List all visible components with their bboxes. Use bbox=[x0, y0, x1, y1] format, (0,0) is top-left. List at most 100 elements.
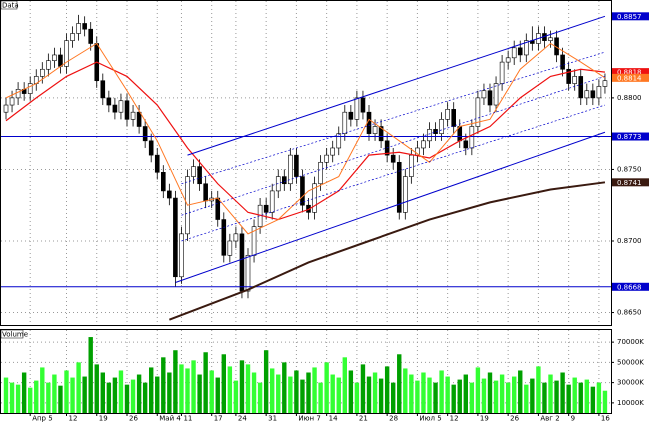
price-badge-label: 0.8773 bbox=[617, 133, 642, 141]
volume-bar bbox=[548, 374, 553, 413]
candle-body bbox=[288, 154, 293, 185]
candle-body bbox=[548, 37, 553, 41]
candle-body bbox=[70, 33, 75, 41]
y-tick-label: 10000K bbox=[617, 399, 644, 407]
candle-body bbox=[451, 109, 457, 127]
candle-body bbox=[58, 54, 63, 67]
candle-body bbox=[372, 126, 378, 134]
title-box bbox=[0, 329, 24, 339]
volume-pane bbox=[0, 329, 612, 414]
volume-bar bbox=[324, 362, 329, 413]
volume-bar bbox=[318, 382, 323, 413]
volume-bar bbox=[21, 372, 27, 413]
volume-bar bbox=[263, 350, 269, 413]
candle-body bbox=[481, 90, 487, 99]
candle-body bbox=[112, 104, 118, 113]
candle-body bbox=[88, 28, 93, 44]
candle-body bbox=[148, 140, 154, 156]
volume-bar bbox=[3, 377, 9, 413]
x-tick-label: 19 bbox=[99, 415, 108, 423]
volume-bar bbox=[590, 386, 596, 413]
x-tick-label: 19 bbox=[480, 415, 489, 423]
volume-bar bbox=[112, 377, 118, 413]
price-pane bbox=[0, 0, 612, 326]
candle-body bbox=[167, 190, 172, 199]
candle-body bbox=[475, 97, 481, 127]
chart-title: Data bbox=[2, 2, 19, 10]
title-box bbox=[0, 0, 18, 10]
candle-body bbox=[421, 140, 426, 149]
volume-bar bbox=[596, 382, 602, 413]
candle-body bbox=[360, 97, 366, 113]
candle-body bbox=[215, 197, 221, 220]
volume-bar bbox=[572, 377, 577, 413]
volume-bar bbox=[518, 370, 523, 413]
volume-bar bbox=[384, 366, 390, 413]
price-badge bbox=[612, 12, 649, 21]
candle-body bbox=[572, 76, 578, 84]
candle-body bbox=[197, 166, 202, 185]
price-badge bbox=[612, 68, 649, 77]
y-tick-label: 0.8650 bbox=[617, 309, 642, 317]
candle-body bbox=[52, 54, 57, 61]
volume-bar bbox=[602, 390, 608, 413]
candle-body bbox=[336, 133, 342, 149]
volume-bar bbox=[197, 374, 202, 413]
volume-bar bbox=[191, 360, 196, 413]
candle-body bbox=[27, 83, 33, 94]
volume-bar bbox=[58, 385, 63, 413]
x-tick-label: 14 bbox=[329, 415, 338, 423]
candle-body bbox=[227, 240, 233, 256]
volume-bar bbox=[88, 337, 93, 413]
volume-bar bbox=[530, 378, 535, 413]
x-tick-label: 26 bbox=[129, 415, 138, 423]
volume-bar bbox=[427, 377, 432, 413]
volume-bar bbox=[397, 354, 402, 413]
candle-body bbox=[445, 109, 450, 120]
volume-bar bbox=[142, 382, 148, 413]
price-badge-label: 0.8814 bbox=[617, 74, 642, 82]
candle-body bbox=[493, 83, 499, 106]
volume-bar bbox=[457, 379, 462, 413]
candle-body bbox=[203, 183, 208, 202]
candle-body bbox=[354, 97, 360, 120]
volume-bar bbox=[505, 382, 511, 413]
price-badge bbox=[612, 282, 649, 291]
volume-bar bbox=[245, 364, 251, 413]
x-tick-label: Авг 2 bbox=[540, 415, 559, 423]
y-tick-label: 30000K bbox=[617, 379, 644, 387]
indicator-line bbox=[168, 181, 606, 321]
volume-bar bbox=[360, 364, 366, 413]
volume-bar bbox=[554, 380, 559, 413]
price-badge bbox=[612, 73, 649, 82]
volume-bar bbox=[536, 366, 541, 413]
volume-bar bbox=[82, 376, 87, 413]
volume-bar bbox=[34, 380, 39, 413]
volume-bar bbox=[239, 360, 245, 413]
candle-body bbox=[324, 154, 329, 163]
candle-body bbox=[523, 40, 529, 56]
x-tick-label: 16 bbox=[601, 415, 610, 423]
volume-bar bbox=[179, 364, 184, 413]
candle-body bbox=[396, 161, 402, 213]
candle-body bbox=[511, 47, 517, 59]
candle-body bbox=[100, 80, 106, 99]
price-badge-label: 0.8857 bbox=[617, 13, 642, 21]
y-tick-label: 50000K bbox=[617, 358, 644, 366]
volume-bar bbox=[372, 372, 378, 413]
price-badge-label: 0.8818 bbox=[617, 69, 642, 77]
volume-bar bbox=[28, 387, 33, 413]
volume-bar bbox=[257, 382, 263, 413]
volume-bar bbox=[149, 367, 154, 413]
volume-bar bbox=[439, 370, 444, 413]
candle-body bbox=[427, 129, 432, 142]
x-tick-label: Апр 5 bbox=[32, 415, 53, 423]
candle-body bbox=[499, 61, 505, 84]
x-tick-label: 17 bbox=[214, 415, 223, 423]
candle-body bbox=[142, 126, 148, 142]
x-tick-label: 28 bbox=[389, 415, 398, 423]
volume-bar bbox=[161, 357, 166, 413]
volume-bar bbox=[227, 366, 233, 413]
indicator-line bbox=[181, 104, 606, 242]
y-tick-label: 70000K bbox=[617, 338, 644, 346]
